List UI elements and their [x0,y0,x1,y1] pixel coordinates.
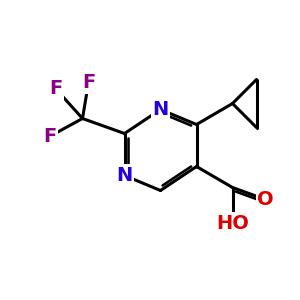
Text: N: N [116,166,133,185]
Text: HO: HO [216,214,249,233]
Text: F: F [82,73,95,92]
Text: F: F [49,79,62,98]
Text: F: F [43,127,56,146]
Text: O: O [257,190,274,209]
Text: N: N [152,100,169,119]
